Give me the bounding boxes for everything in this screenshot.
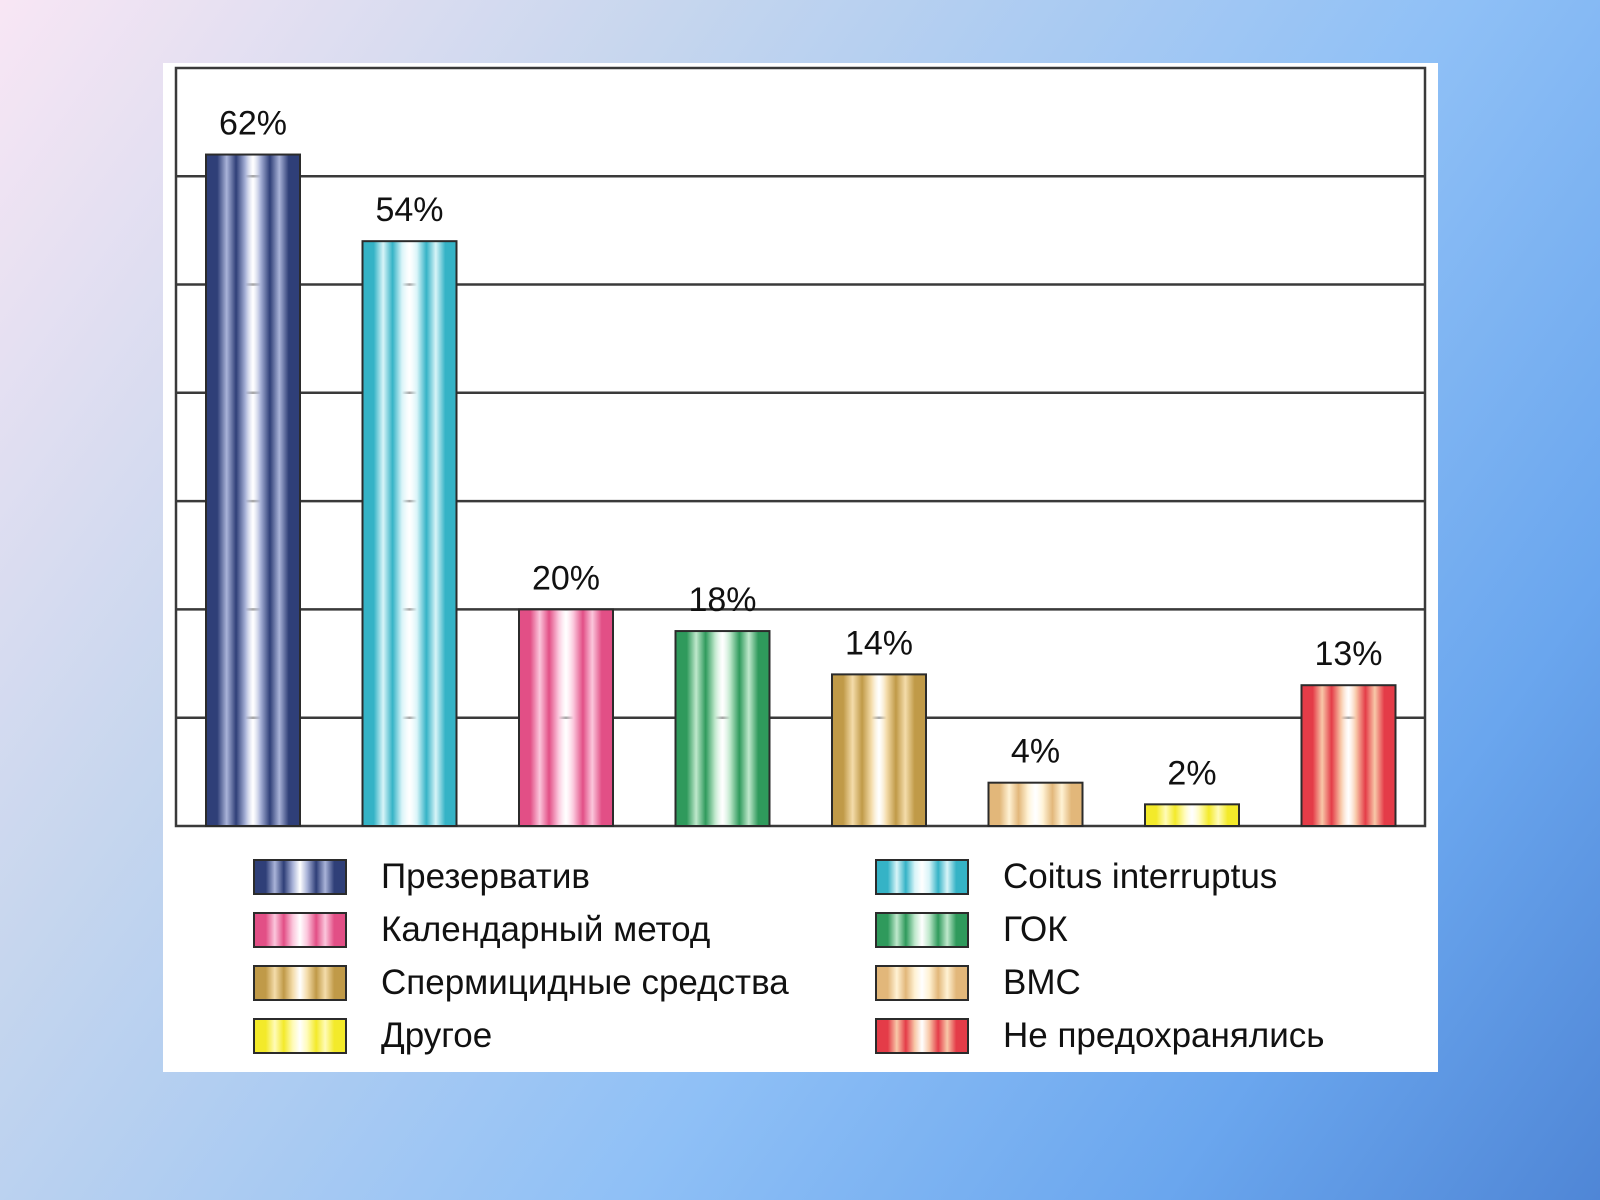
bar-5 (831, 673, 927, 827)
chart-card: 62% 54% 20% 18% 14% 4% 2% 13% Презерватив Coitus… (163, 63, 1438, 1072)
value-label: 18% (688, 581, 756, 619)
bar-2 (361, 240, 458, 827)
bar-1 (205, 153, 301, 828)
value-labels: 62% 54% 20% 18% 14% 4% 2% 13% (219, 105, 1383, 793)
value-label: 14% (845, 624, 913, 662)
bar-6 (987, 781, 1084, 827)
value-label: 54% (375, 191, 443, 229)
value-label: 4% (1011, 733, 1060, 771)
bar-7 (1144, 803, 1240, 828)
bars (205, 153, 1397, 828)
bar-chart: 62% 54% 20% 18% 14% 4% 2% 13% (174, 66, 1427, 828)
plot-frame (174, 66, 1427, 828)
bar-3 (518, 608, 614, 828)
value-label: 2% (1167, 754, 1216, 792)
bar-8 (1300, 684, 1397, 828)
value-label: 62% (219, 105, 287, 143)
bar-4 (674, 630, 771, 827)
value-label: 20% (532, 559, 600, 597)
value-label: 13% (1314, 635, 1382, 673)
